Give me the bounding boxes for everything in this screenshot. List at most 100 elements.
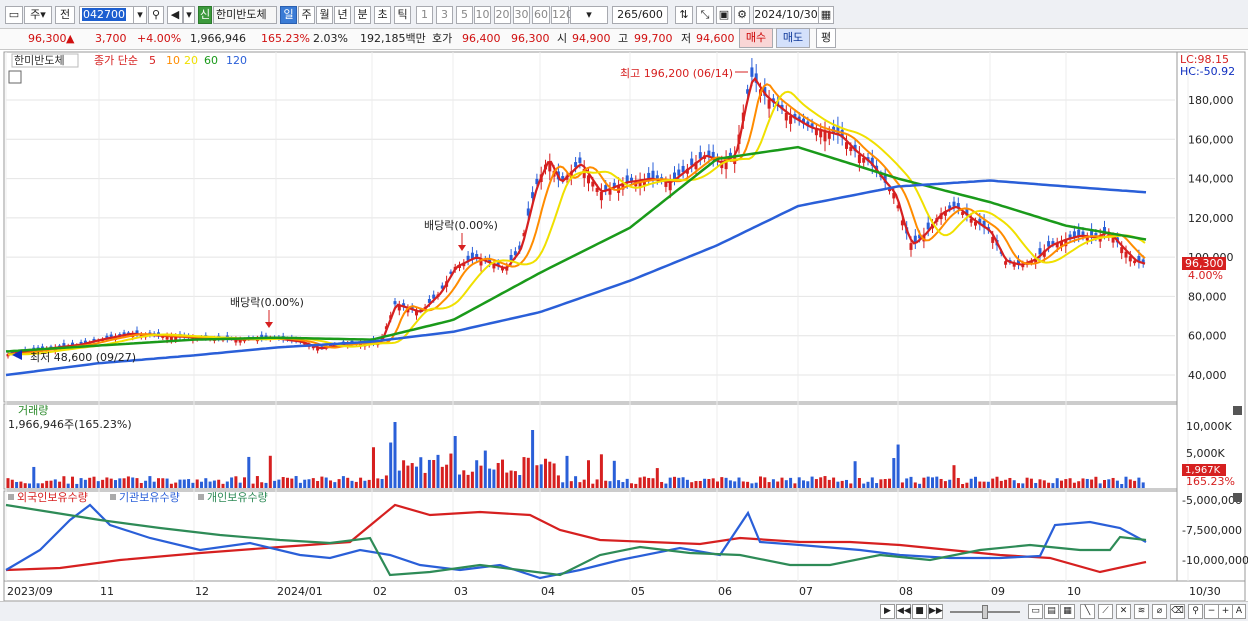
interval-tab-0[interactable]: 1 [416, 6, 433, 24]
volume-bar [247, 456, 251, 488]
volume-bar [144, 480, 148, 488]
stock-code-input[interactable]: 042700 [79, 6, 134, 24]
volume-bar [875, 483, 879, 488]
candle-body [1085, 236, 1089, 241]
volume-bar [1098, 483, 1102, 488]
draw-fib-icon[interactable]: ≋ [1134, 604, 1149, 619]
candle-body [264, 335, 268, 338]
candle-body [956, 203, 960, 209]
volume-bar [660, 481, 664, 488]
volume-bar [681, 477, 685, 488]
draw-text-icon[interactable]: ⌀ [1152, 604, 1167, 619]
interval-tab-6[interactable]: 60 [532, 6, 550, 24]
volume-bar [492, 469, 496, 488]
period-tab-4[interactable]: 분 [354, 6, 371, 24]
scroll-end-icon[interactable]: ▶▶ [928, 604, 943, 619]
change-percent: +4.00% [137, 32, 182, 45]
interval-tab-7[interactable]: 120 [551, 6, 573, 24]
layout-icon-2[interactable]: ▤ [1044, 604, 1059, 619]
stock-chart-svg[interactable]: 180,000160,000140,000120,000100,00080,00… [0, 50, 1248, 602]
period-tab-3[interactable]: 년 [334, 6, 351, 24]
code-dropdown-icon[interactable]: ▾ [133, 6, 147, 24]
price-change: 3,700 [95, 32, 127, 45]
scroll-right-icon[interactable]: ▶ [880, 604, 895, 619]
market-type-select[interactable]: 주▾ [24, 6, 52, 24]
chart-area[interactable]: 180,000160,000140,000120,000100,00080,00… [0, 50, 1248, 621]
candle-body [913, 235, 917, 243]
font-size-icon[interactable]: A [1232, 604, 1246, 619]
volume-bar [161, 478, 165, 488]
interval-tab-1[interactable]: 3 [436, 6, 453, 24]
draw-line-icon[interactable]: ╲ [1080, 604, 1095, 619]
holder-panel-close-icon[interactable] [1233, 493, 1242, 502]
candle-body [728, 152, 732, 158]
layout-icon-1[interactable]: ▭ [1028, 604, 1043, 619]
eval-button[interactable]: 평 [816, 28, 836, 48]
sound-dropdown-icon[interactable]: ▾ [183, 6, 195, 24]
calendar-icon[interactable]: ▦ [818, 6, 834, 24]
volume-bar [49, 480, 53, 488]
period-tab-2[interactable]: 월 [316, 6, 333, 24]
volume-bar [337, 479, 341, 488]
stop-icon[interactable]: ■ [912, 604, 927, 619]
zoom-out-icon[interactable]: − [1204, 604, 1219, 619]
sell-button[interactable]: 매도 [776, 28, 810, 48]
full-button[interactable]: 전 [55, 6, 75, 24]
volume-bar [157, 478, 160, 488]
volume-bar [814, 479, 818, 488]
volume-panel-value: 1,966,946주(165.23%) [8, 418, 132, 431]
x-tick-label: 05 [631, 585, 645, 598]
volume-bar [578, 482, 582, 488]
volume-bar [298, 482, 302, 488]
candle-body [900, 220, 904, 226]
gear-icon[interactable]: ⚙ [734, 6, 750, 24]
period-tab-1[interactable]: 주 [298, 6, 315, 24]
volume-bar [470, 471, 474, 488]
candle-body [1064, 239, 1068, 247]
period-tab-6[interactable]: 틱 [394, 6, 411, 24]
candle-body [1090, 230, 1094, 238]
search-icon[interactable]: ⚲ [148, 6, 164, 24]
volume-bar [1012, 480, 1016, 488]
layout-icon-3[interactable]: ▦ [1060, 604, 1075, 619]
scroll-start-icon[interactable]: ◀◀ [896, 604, 911, 619]
volume-bar [737, 477, 741, 488]
zoom-slider-handle[interactable] [982, 605, 988, 619]
interval-tab-2[interactable]: 5 [456, 6, 473, 24]
candle-body [870, 157, 874, 166]
draw-cross-icon[interactable]: ✕ [1116, 604, 1131, 619]
volume-bar [655, 468, 659, 488]
volume-bar [612, 460, 616, 488]
interval-input[interactable]: ▾ [570, 6, 608, 24]
sound-icon[interactable]: ◀ [167, 6, 183, 24]
volume-bar [668, 477, 672, 488]
volume-bar [1042, 480, 1046, 488]
volume-bar [479, 465, 483, 488]
window-menu-icon[interactable]: ▭ [5, 6, 23, 24]
zoom-search-icon[interactable]: ⚲ [1188, 604, 1203, 619]
chart-line-icon[interactable]: ⤡ [696, 6, 714, 24]
chart-tool-icon[interactable]: ⇅ [675, 6, 693, 24]
draw-trend-icon[interactable]: ⟋ [1098, 604, 1113, 619]
volume-bar [359, 477, 363, 488]
interval-tab-4[interactable]: 20 [494, 6, 511, 24]
interval-tab-3[interactable]: 10 [474, 6, 491, 24]
interval-tab-5[interactable]: 30 [513, 6, 530, 24]
panel-grid-icon[interactable] [8, 70, 22, 84]
volume-panel-close-icon[interactable] [1233, 406, 1242, 415]
candle-body [655, 175, 659, 181]
buy-button[interactable]: 매수 [739, 28, 773, 48]
volume-bar [1021, 483, 1025, 488]
date-field[interactable]: 2024/10/30 [753, 6, 819, 24]
candle-body [599, 191, 603, 201]
save-icon[interactable]: ▣ [716, 6, 732, 24]
ma-legend-item: 10 [166, 54, 180, 67]
count-field[interactable]: 265/600 [612, 6, 668, 24]
period-tab-5[interactable]: 초 [374, 6, 391, 24]
zoom-in-icon[interactable]: + [1218, 604, 1233, 619]
candle-body [711, 151, 715, 160]
period-tab-0[interactable]: 일 [280, 6, 297, 24]
volume-bar [965, 482, 969, 488]
volume-bar [995, 476, 999, 488]
eraser-icon[interactable]: ⌫ [1170, 604, 1185, 619]
